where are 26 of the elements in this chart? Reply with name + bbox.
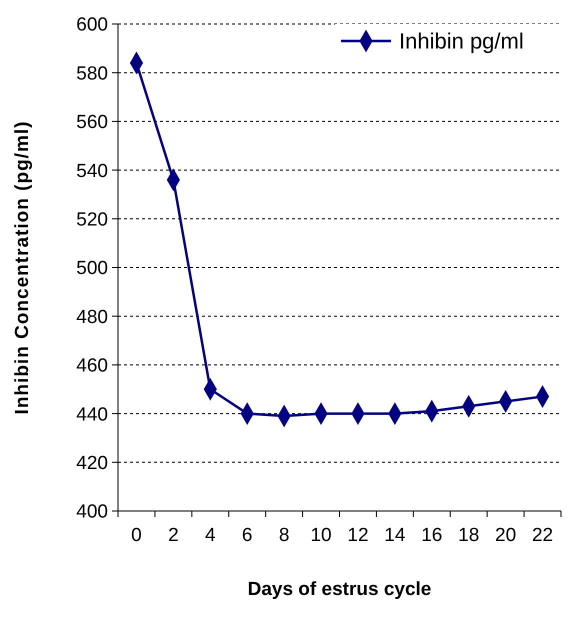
x-tick-label: 2 bbox=[168, 525, 179, 546]
x-tick-label: 6 bbox=[242, 525, 252, 546]
y-tick-label: 560 bbox=[76, 112, 108, 134]
y-tick-label: 520 bbox=[76, 209, 108, 230]
y-tick-label: 420 bbox=[76, 452, 108, 474]
y-tick-label: 460 bbox=[76, 356, 108, 377]
x-axis-title: Days of estrus cycle bbox=[248, 579, 432, 600]
x-tick-label: 14 bbox=[384, 525, 406, 546]
x-tick-label: 22 bbox=[532, 525, 554, 546]
y-tick-label: 600 bbox=[76, 14, 108, 36]
y-tick-label: 500 bbox=[76, 258, 108, 280]
y-tick-label: 580 bbox=[76, 63, 108, 84]
y-tick-label: 480 bbox=[76, 306, 108, 328]
x-tick-label: 12 bbox=[347, 525, 369, 546]
legend-label: Inhibin pg/ml bbox=[399, 28, 524, 54]
y-tick-label: 400 bbox=[76, 502, 108, 523]
x-tick-label: 4 bbox=[205, 525, 216, 546]
x-tick-label: 16 bbox=[421, 525, 442, 546]
y-tick-label: 440 bbox=[76, 404, 108, 426]
x-tick-label: 18 bbox=[458, 525, 480, 546]
y-axis-title: Inhibin Concentration (pg/ml) bbox=[12, 120, 33, 414]
x-tick-label: 20 bbox=[495, 525, 516, 546]
x-tick-label: 0 bbox=[131, 525, 142, 546]
x-tick-label: 8 bbox=[278, 525, 290, 546]
y-tick-label: 540 bbox=[76, 160, 108, 182]
x-tick-label: 10 bbox=[310, 525, 332, 546]
